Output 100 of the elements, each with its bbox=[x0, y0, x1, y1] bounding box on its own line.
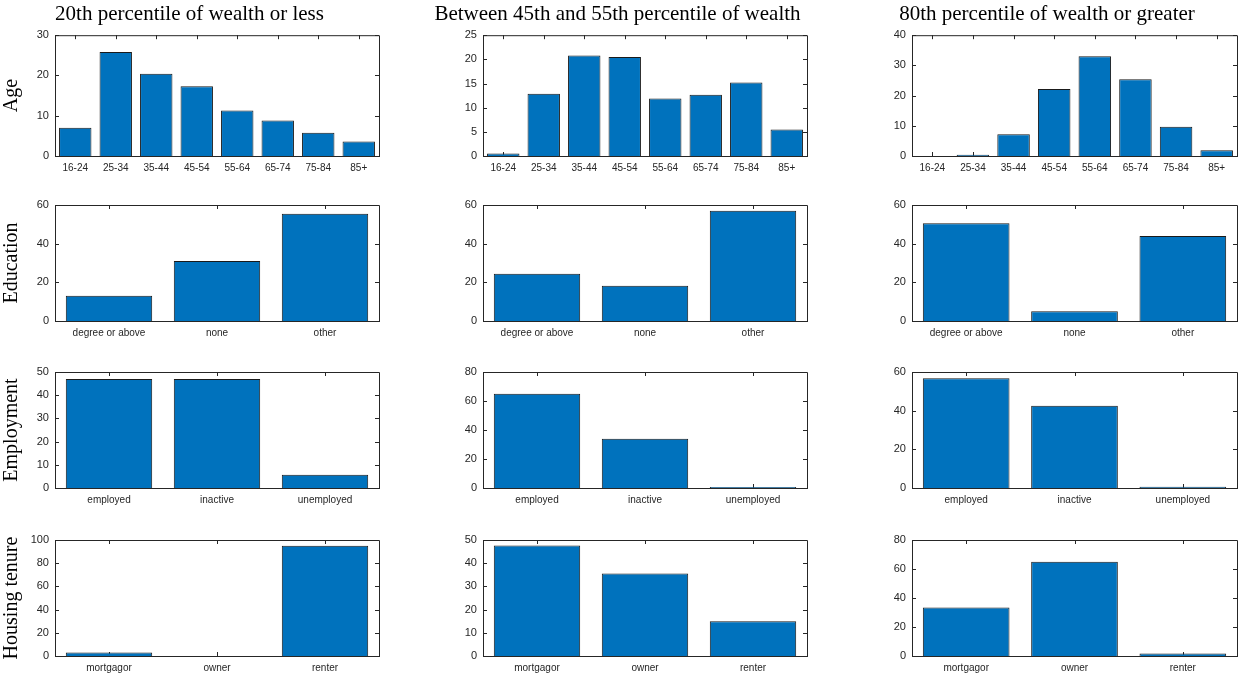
x-tick-label: mortgagor bbox=[514, 661, 561, 673]
x-tick-label: owner bbox=[1060, 661, 1089, 673]
y-tick-label: 100 bbox=[30, 533, 49, 546]
y-tick-label: 5 bbox=[470, 124, 477, 137]
y-tick-label: 0 bbox=[42, 149, 49, 162]
y-tick-label: 0 bbox=[470, 481, 477, 494]
chart-title: Between 45th and 55th percentile of wealth bbox=[434, 1, 802, 26]
x-tick-label: owner bbox=[631, 661, 660, 673]
y-axis-title: Employment bbox=[0, 377, 23, 482]
y-tick-label: 0 bbox=[42, 314, 49, 327]
y-tick-label: 60 bbox=[36, 198, 49, 211]
x-tick-label: mortgagor bbox=[943, 661, 990, 673]
y-tick-label: 0 bbox=[899, 481, 906, 494]
y-tick-label: 10 bbox=[464, 100, 477, 113]
x-tick-label: employed bbox=[515, 493, 559, 505]
y-tick-label: 20 bbox=[464, 602, 477, 615]
y-tick-label: 40 bbox=[893, 28, 906, 41]
y-axis-title: Age bbox=[0, 78, 23, 113]
x-tick-label: 55-64 bbox=[652, 161, 679, 173]
x-tick-label: 55-64 bbox=[224, 161, 251, 173]
y-tick-label: 40 bbox=[36, 602, 49, 615]
y-tick-label: 20 bbox=[36, 434, 49, 447]
x-tick-label: 45-54 bbox=[611, 161, 638, 173]
y-tick-label: 0 bbox=[42, 481, 49, 494]
y-tick-label: 10 bbox=[893, 118, 906, 131]
y-tick-label: 40 bbox=[893, 236, 906, 249]
y-tick-label: 30 bbox=[464, 579, 477, 592]
x-tick-label: inactive bbox=[1057, 493, 1092, 505]
y-tick-label: 0 bbox=[42, 649, 49, 662]
y-tick-label: 20 bbox=[36, 68, 49, 81]
chart-title: 80th percentile of wealth or greater bbox=[899, 1, 1195, 26]
x-tick-label: other bbox=[1171, 326, 1195, 338]
x-tick-label: unemployed bbox=[297, 493, 353, 505]
x-tick-label: 16-24 bbox=[62, 161, 89, 173]
y-tick-label: 10 bbox=[464, 625, 477, 638]
x-tick-label: renter bbox=[739, 661, 767, 673]
y-tick-label: 20 bbox=[464, 452, 477, 465]
x-tick-label: 65-74 bbox=[1122, 161, 1149, 173]
x-tick-label: inactive bbox=[200, 493, 235, 505]
y-tick-label: 20 bbox=[464, 275, 477, 288]
y-tick-label: 20 bbox=[36, 625, 49, 638]
y-tick-label: 40 bbox=[893, 591, 906, 604]
y-tick-label: 30 bbox=[893, 58, 906, 71]
x-tick-label: owner bbox=[203, 661, 232, 673]
y-tick-label: 80 bbox=[464, 365, 477, 378]
y-tick-label: 0 bbox=[899, 149, 906, 162]
x-tick-label: other bbox=[313, 326, 338, 338]
x-tick-label: other bbox=[741, 326, 766, 338]
x-tick-label: mortgagor bbox=[86, 661, 133, 673]
y-tick-label: 50 bbox=[464, 533, 477, 546]
y-tick-label: 0 bbox=[470, 649, 477, 662]
x-tick-label: employed bbox=[944, 493, 988, 505]
y-tick-label: 20 bbox=[893, 275, 906, 288]
y-tick-label: 0 bbox=[899, 314, 906, 327]
x-tick-label: 45-54 bbox=[1041, 161, 1068, 173]
y-tick-label: 20 bbox=[464, 52, 477, 65]
x-tick-label: 45-54 bbox=[183, 161, 210, 173]
y-tick-label: 0 bbox=[470, 149, 477, 162]
y-tick-label: 20 bbox=[893, 442, 906, 455]
x-tick-label: 35-44 bbox=[571, 161, 598, 173]
x-tick-label: 35-44 bbox=[1000, 161, 1027, 173]
y-tick-label: 0 bbox=[899, 649, 906, 662]
x-tick-label: 25-34 bbox=[960, 161, 987, 173]
y-tick-label: 40 bbox=[36, 388, 49, 401]
y-tick-label: 15 bbox=[464, 76, 477, 89]
y-tick-label: 40 bbox=[464, 556, 477, 569]
x-tick-label: 75-84 bbox=[733, 161, 760, 173]
y-tick-label: 40 bbox=[464, 236, 477, 249]
x-tick-label: degree or above bbox=[500, 326, 574, 338]
x-tick-label: 85+ bbox=[778, 161, 796, 173]
y-tick-label: 20 bbox=[893, 88, 906, 101]
x-tick-label: none bbox=[205, 326, 229, 338]
x-tick-label: unemployed bbox=[725, 493, 781, 505]
y-tick-label: 60 bbox=[464, 198, 477, 211]
y-tick-label: 60 bbox=[893, 562, 906, 575]
y-tick-label: 60 bbox=[893, 365, 906, 378]
x-tick-label: 25-34 bbox=[102, 161, 129, 173]
x-tick-label: degree or above bbox=[929, 326, 1004, 338]
y-tick-label: 30 bbox=[36, 411, 49, 424]
y-axis-title: Housing tenure bbox=[0, 536, 23, 660]
y-tick-label: 20 bbox=[36, 275, 49, 288]
x-tick-label: 16-24 bbox=[490, 161, 517, 173]
y-tick-label: 50 bbox=[36, 365, 49, 378]
y-tick-label: 60 bbox=[464, 394, 477, 407]
y-tick-label: 80 bbox=[893, 533, 906, 546]
y-axis-title: Education bbox=[0, 222, 22, 304]
x-tick-label: 65-74 bbox=[264, 161, 291, 173]
x-tick-label: none bbox=[633, 326, 657, 338]
y-tick-label: 30 bbox=[36, 28, 49, 41]
x-tick-label: none bbox=[1063, 326, 1087, 338]
x-tick-label: 75-84 bbox=[305, 161, 332, 173]
chart-title: 20th percentile of wealth or less bbox=[55, 1, 324, 26]
y-tick-label: 40 bbox=[893, 403, 906, 416]
y-tick-label: 40 bbox=[464, 423, 477, 436]
x-tick-label: 75-84 bbox=[1163, 161, 1190, 173]
y-tick-label: 60 bbox=[893, 198, 906, 211]
x-tick-label: 35-44 bbox=[143, 161, 170, 173]
x-tick-label: 65-74 bbox=[692, 161, 719, 173]
y-tick-label: 10 bbox=[36, 457, 49, 470]
x-tick-label: 85+ bbox=[350, 161, 368, 173]
